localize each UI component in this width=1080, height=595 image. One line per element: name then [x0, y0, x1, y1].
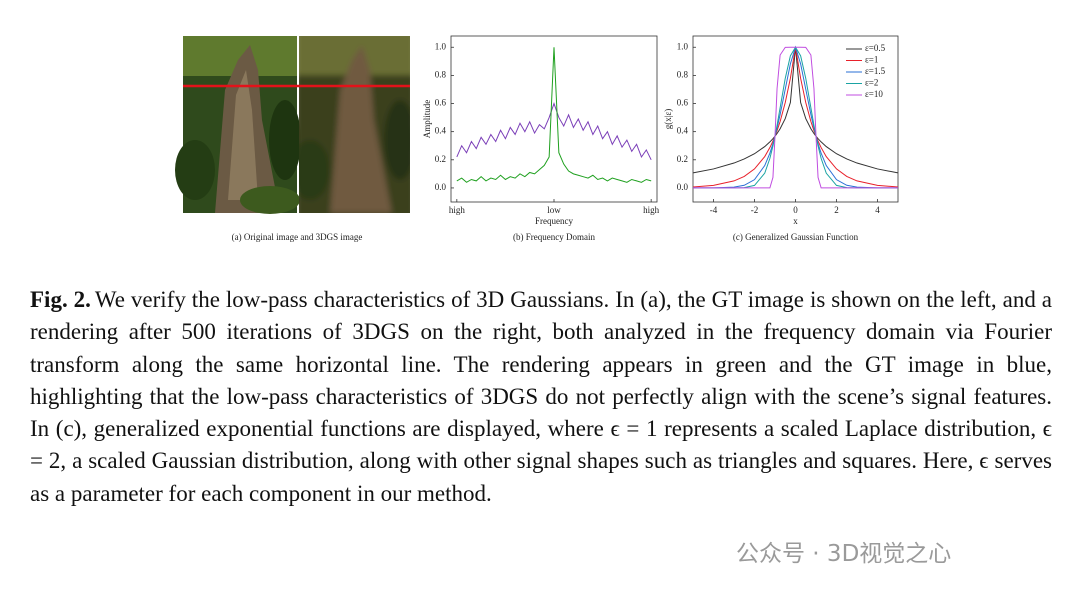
figure: (a) Original image and 3DGS image 0.0 0.2…: [175, 35, 899, 242]
y-tick-label: 0.0: [435, 182, 447, 192]
caption: Fig. 2. We verify the low-pass characteri…: [30, 284, 1052, 510]
y-tick-label: 0.6: [677, 98, 689, 108]
legend-label: ε=2: [865, 78, 878, 88]
legend-label: ε=1.5: [865, 66, 886, 76]
original-image: [175, 36, 301, 214]
watermark: 公众号 · 3D视觉之心: [736, 541, 952, 567]
y-tick-label: 1.0: [677, 41, 689, 51]
rendered-image: [299, 36, 410, 213]
caption-label: Fig. 2.: [30, 287, 91, 312]
x-tick-label: -2: [751, 205, 759, 215]
legend-label: ε=1: [865, 55, 878, 65]
y-axis-label: g(x|ε): [663, 109, 673, 130]
x-tick-label: 0: [793, 205, 798, 215]
x-tick-label: 2: [834, 205, 839, 215]
chart-title: (b) Frequency Domain: [513, 232, 595, 242]
series-line: [693, 46, 898, 189]
y-tick-label: 0.8: [677, 69, 689, 79]
y-tick-label: 0.4: [435, 126, 447, 136]
y-tick-label: 0.2: [677, 154, 688, 164]
y-tick-label: 1.0: [435, 41, 447, 51]
series-line: [456, 101, 652, 161]
x-axis-label: Frequency: [535, 216, 573, 226]
y-tick-label: 0.0: [677, 182, 689, 192]
x-tick-label: high: [643, 205, 660, 215]
y-tick-label: 0.8: [435, 69, 447, 79]
x-tick-label: 4: [875, 205, 880, 215]
y-tick-label: 0.2: [435, 154, 446, 164]
x-tick-label: low: [547, 205, 561, 215]
x-axis-label: x: [793, 216, 798, 226]
x-tick-label: high: [449, 205, 466, 215]
panel-caption: (a) Original image and 3DGS image: [232, 232, 363, 242]
y-tick-label: 0.6: [435, 98, 447, 108]
x-tick-label: -4: [710, 205, 718, 215]
caption-text: We verify the low-pass characteristics o…: [30, 287, 1052, 506]
series-line: [456, 47, 652, 183]
y-tick-label: 0.4: [677, 126, 689, 136]
legend-label: ε=0.5: [865, 43, 886, 53]
legend-label: ε=10: [865, 89, 883, 99]
y-axis-label: Amplitude: [422, 100, 432, 139]
chart-title: (c) Generalized Gaussian Function: [733, 232, 859, 242]
